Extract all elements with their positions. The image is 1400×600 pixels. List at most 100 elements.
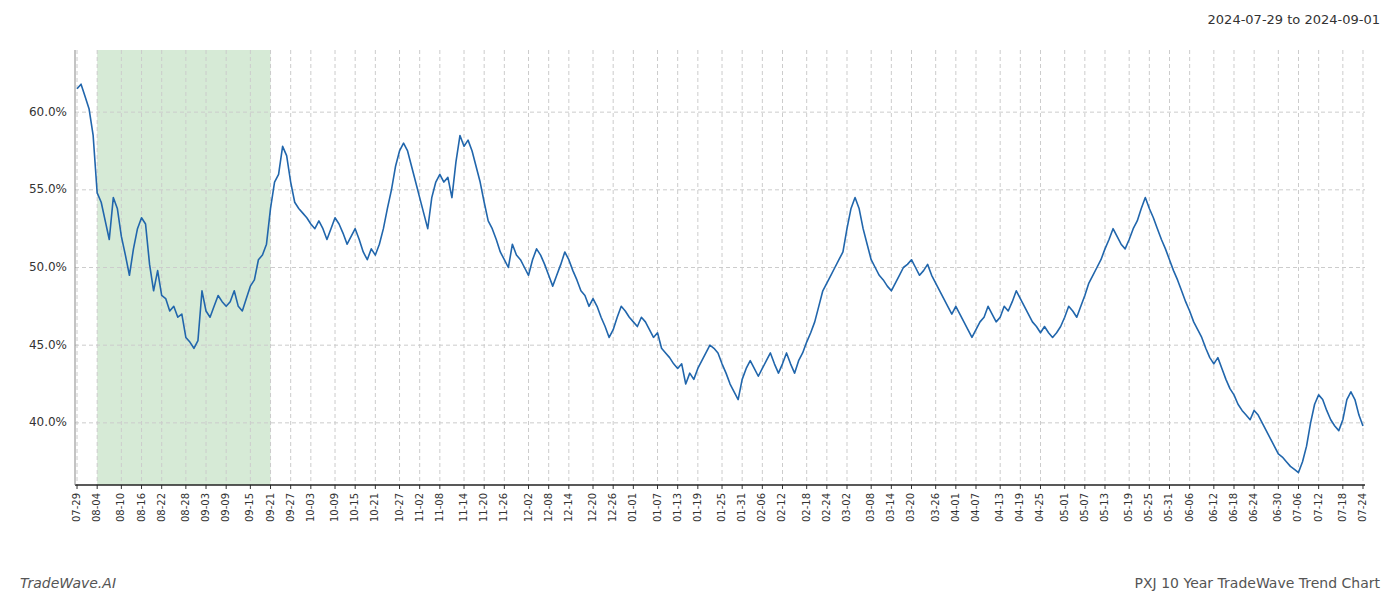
x-grid-line bbox=[1298, 50, 1299, 485]
x-grid-line bbox=[975, 50, 976, 485]
x-tick-label: 04-01 bbox=[950, 493, 961, 522]
x-grid-line bbox=[1064, 50, 1065, 485]
x-tick-label: 05-25 bbox=[1143, 493, 1154, 522]
x-tick-label: 12-20 bbox=[587, 493, 598, 522]
x-tick-label: 11-14 bbox=[458, 493, 469, 522]
y-tick-label: 45.0% bbox=[29, 338, 67, 352]
x-grid-line bbox=[290, 50, 291, 485]
x-grid-line bbox=[1233, 50, 1234, 485]
x-tick-label: 07-18 bbox=[1337, 493, 1348, 522]
x-tick-label: 05-31 bbox=[1163, 493, 1174, 522]
x-grid-line bbox=[185, 50, 186, 485]
x-grid-line bbox=[528, 50, 529, 485]
x-grid-line bbox=[1189, 50, 1190, 485]
x-tick-label: 08-16 bbox=[136, 493, 147, 522]
x-tick-label: 04-13 bbox=[994, 493, 1005, 522]
x-tick-label: 09-21 bbox=[265, 493, 276, 522]
x-tick-label: 11-08 bbox=[434, 493, 445, 522]
x-tick-label: 11-02 bbox=[414, 493, 425, 522]
x-grid-line bbox=[97, 50, 98, 485]
y-tick-label: 50.0% bbox=[29, 260, 67, 274]
x-grid-line bbox=[226, 50, 227, 485]
x-grid-line bbox=[871, 50, 872, 485]
x-axis-line bbox=[75, 484, 1365, 486]
x-grid-line bbox=[270, 50, 271, 485]
x-grid-line bbox=[310, 50, 311, 485]
x-grid-line bbox=[504, 50, 505, 485]
x-grid-line bbox=[1104, 50, 1105, 485]
x-grid-line bbox=[613, 50, 614, 485]
x-tick-label: 12-14 bbox=[563, 493, 574, 522]
x-tick-label: 07-24 bbox=[1357, 493, 1368, 522]
x-tick-label: 06-24 bbox=[1248, 493, 1259, 522]
x-tick-label: 02-24 bbox=[821, 493, 832, 522]
x-grid-line bbox=[484, 50, 485, 485]
x-grid-line bbox=[891, 50, 892, 485]
x-tick-label: 11-20 bbox=[478, 493, 489, 522]
x-grid-line bbox=[633, 50, 634, 485]
annotation: TradeWave.AI bbox=[20, 575, 116, 591]
x-tick-label: 09-15 bbox=[244, 493, 255, 522]
chart: 07-2908-0408-1008-1608-2208-2809-0309-09… bbox=[0, 0, 1400, 600]
x-tick-label: 08-10 bbox=[115, 493, 126, 522]
x-tick-label: 01-19 bbox=[692, 493, 703, 522]
x-tick-label: 01-01 bbox=[627, 493, 638, 522]
x-tick-label: 10-21 bbox=[369, 493, 380, 522]
x-grid-line bbox=[697, 50, 698, 485]
x-tick-label: 10-09 bbox=[329, 493, 340, 522]
x-grid-line bbox=[568, 50, 569, 485]
x-grid-line bbox=[1213, 50, 1214, 485]
x-tick-label: 10-15 bbox=[349, 493, 360, 522]
x-tick-label: 06-30 bbox=[1272, 493, 1283, 522]
x-grid-line bbox=[1020, 50, 1021, 485]
x-tick-label: 04-19 bbox=[1014, 493, 1025, 522]
x-grid-line bbox=[1040, 50, 1041, 485]
x-grid-line bbox=[742, 50, 743, 485]
x-tick-label: 06-06 bbox=[1184, 493, 1195, 522]
x-tick-label: 08-28 bbox=[180, 493, 191, 522]
x-tick-label: 01-31 bbox=[736, 493, 747, 522]
x-grid-line bbox=[826, 50, 827, 485]
x-grid-line bbox=[250, 50, 251, 485]
x-grid-line bbox=[722, 50, 723, 485]
x-grid-line bbox=[806, 50, 807, 485]
x-grid-line bbox=[77, 50, 78, 485]
x-tick-label: 12-26 bbox=[607, 493, 618, 522]
x-tick-label: 03-20 bbox=[905, 493, 916, 522]
x-tick-label: 09-09 bbox=[220, 493, 231, 522]
x-grid-line bbox=[1169, 50, 1170, 485]
x-grid-line bbox=[206, 50, 207, 485]
x-tick-label: 01-25 bbox=[716, 493, 727, 522]
x-tick-label: 05-19 bbox=[1123, 493, 1134, 522]
x-tick-label: 05-13 bbox=[1099, 493, 1110, 522]
line bbox=[77, 84, 1363, 472]
y-grid-line bbox=[75, 345, 1365, 346]
x-grid-line bbox=[1149, 50, 1150, 485]
x-grid-line bbox=[1362, 50, 1363, 485]
x-grid-line bbox=[955, 50, 956, 485]
x-tick-label: 04-07 bbox=[970, 493, 981, 522]
x-tick-label: 11-26 bbox=[498, 493, 509, 522]
x-tick-label: 12-08 bbox=[543, 493, 554, 522]
x-grid-line bbox=[161, 50, 162, 485]
x-tick-label: 08-04 bbox=[91, 493, 102, 522]
x-tick-label: 07-12 bbox=[1313, 493, 1324, 522]
x-grid-line bbox=[1254, 50, 1255, 485]
x-grid-line bbox=[762, 50, 763, 485]
x-grid-line bbox=[935, 50, 936, 485]
x-grid-line bbox=[335, 50, 336, 485]
x-tick-label: 08-22 bbox=[156, 493, 167, 522]
x-grid-line bbox=[464, 50, 465, 485]
grid bbox=[75, 50, 1365, 485]
x-tick-label: 01-07 bbox=[652, 493, 663, 522]
y-tick-label: 55.0% bbox=[29, 182, 67, 196]
x-tick-label: 06-12 bbox=[1208, 493, 1219, 522]
x-grid-line bbox=[1084, 50, 1085, 485]
x-grid-line bbox=[911, 50, 912, 485]
x-tick-label: 07-29 bbox=[71, 493, 82, 522]
x-grid-line bbox=[1278, 50, 1279, 485]
x-tick-label: 02-06 bbox=[756, 493, 767, 522]
x-grid-line bbox=[657, 50, 658, 485]
x-grid-line bbox=[439, 50, 440, 485]
x-tick-label: 03-26 bbox=[930, 493, 941, 522]
